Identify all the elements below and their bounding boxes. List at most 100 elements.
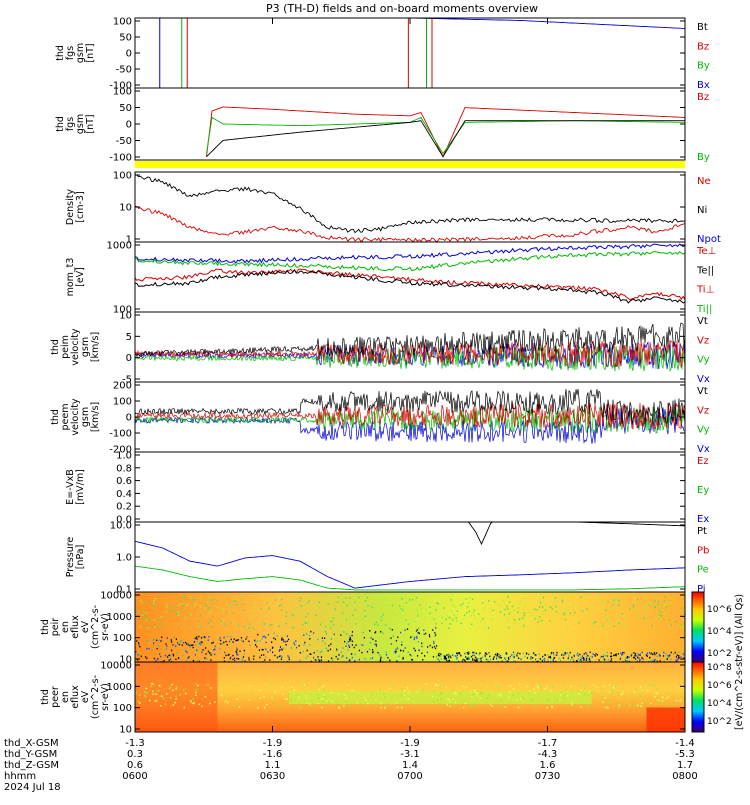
- spectrogram-pixel: [682, 653, 684, 655]
- spectrogram-pixel: [158, 645, 160, 647]
- spectrogram-pixel: [616, 606, 618, 609]
- spectrogram-pixel: [473, 703, 475, 706]
- spectrogram-pixel: [351, 602, 353, 605]
- spectrogram-pixel: [654, 606, 656, 609]
- spectrogram-pixel: [142, 618, 145, 620]
- spectrogram-pixel: [610, 658, 613, 660]
- spectrogram-pixel: [634, 658, 637, 660]
- spectrogram-pixel: [536, 685, 539, 687]
- spectrogram-pixel: [550, 653, 552, 655]
- spectrogram-pixel: [312, 656, 315, 659]
- spectrogram-pixel: [402, 609, 404, 612]
- spectrogram-pixel: [310, 700, 313, 702]
- spectrogram-pixel: [429, 612, 431, 615]
- spectrogram-pixel: [655, 692, 657, 694]
- y-tick-label: -100: [109, 81, 132, 92]
- spectrogram-pixel: [321, 637, 323, 639]
- spectrogram-pixel: [288, 657, 290, 659]
- legend-entry: Vz: [697, 405, 709, 416]
- spectrogram-pixel: [466, 651, 468, 654]
- spectrogram-pixel: [613, 654, 615, 657]
- spectrogram-pixel: [670, 651, 672, 654]
- spectrogram-pixel: [320, 656, 323, 658]
- spectrogram-pixel: [580, 706, 582, 708]
- spectrogram-pixel: [338, 707, 341, 709]
- legend-entry: Te||: [696, 265, 714, 276]
- spectrogram-pixel: [680, 607, 683, 609]
- spectrogram-pixel: [586, 608, 588, 610]
- spectrogram-pixel: [246, 636, 248, 638]
- spectrogram-pixel: [298, 644, 300, 647]
- spectrogram-pixel: [564, 609, 566, 612]
- spectrogram-pixel: [261, 607, 263, 609]
- legend-entry: Pe: [697, 565, 709, 576]
- spectrogram-pixel: [385, 653, 388, 656]
- spectrogram-pixel: [630, 655, 632, 657]
- spectrogram-pixel: [595, 653, 597, 655]
- spectrogram-pixel: [377, 651, 379, 654]
- spectrogram-pixel: [324, 625, 327, 628]
- spectrogram-pixel: [204, 657, 206, 659]
- spectrogram-pixel: [618, 691, 620, 694]
- spectrogram-pixel: [506, 605, 508, 608]
- y-tick-label: 0.1: [116, 585, 132, 596]
- spectrogram-pixel: [676, 698, 678, 700]
- spectrogram-pixel: [522, 697, 524, 699]
- spectrogram-pixel: [236, 604, 238, 606]
- spectrogram-pixel: [364, 658, 366, 660]
- spectrogram-pixel: [377, 690, 379, 693]
- spectrogram-pixel: [237, 624, 239, 626]
- y-axis-label-line: mom_t3: [65, 258, 76, 297]
- spectrogram-pixel: [353, 646, 355, 649]
- y-axis-label-line: [nPa]: [75, 545, 86, 570]
- spectrogram-pixel: [363, 636, 366, 639]
- spectrogram-pixel: [279, 646, 282, 648]
- spectrogram-pixel: [414, 636, 416, 639]
- spectrogram-pixel: [645, 616, 647, 618]
- spectrogram-pixel: [324, 637, 326, 639]
- spectrogram-pixel: [350, 622, 352, 625]
- spectrogram-pixel: [273, 699, 275, 701]
- spectrogram-pixel: [676, 659, 678, 661]
- spectrogram-pixel: [249, 685, 251, 688]
- spectrogram-pixel: [603, 685, 605, 688]
- spectrogram-pixel: [271, 621, 273, 623]
- spectrogram-pixel: [370, 637, 372, 639]
- spectrogram-pixel: [637, 652, 639, 655]
- spectrogram-pixel: [195, 603, 197, 605]
- spectrogram-pixel: [299, 605, 302, 607]
- spectrogram-pixel: [563, 654, 565, 657]
- spectrogram-pixel: [453, 691, 456, 694]
- spectrogram-pixel: [296, 609, 299, 612]
- spectrogram-pixel: [517, 606, 520, 609]
- series-line-000000: [134, 388, 686, 426]
- spectrogram-pixel: [516, 655, 518, 657]
- spectrogram-pixel: [382, 613, 385, 616]
- spectrogram-pixel: [153, 638, 155, 640]
- spectrogram-pixel: [411, 659, 414, 661]
- spectrogram-pixel: [208, 607, 210, 609]
- spectrogram-pixel: [595, 621, 597, 623]
- spectrogram-pixel: [166, 645, 168, 647]
- spectrogram-pixel: [656, 655, 658, 658]
- spectrogram-pixel: [418, 632, 421, 635]
- spectrogram-pixel: [226, 635, 229, 638]
- spectrogram-pixel: [526, 657, 529, 659]
- spectrogram-pixel: [680, 656, 682, 658]
- spectrogram-pixel: [658, 653, 661, 656]
- spectrogram-pixel: [262, 648, 264, 651]
- spectrogram-pixel: [391, 628, 393, 631]
- spectrogram-pixel: [320, 659, 322, 662]
- spectrogram-pixel: [606, 655, 609, 657]
- spectrogram-pixel: [173, 636, 175, 639]
- spectrogram-pixel: [680, 624, 682, 627]
- spectrogram-pixel: [380, 658, 382, 660]
- spectrogram-pixel: [154, 626, 156, 628]
- spectrogram-pixel: [209, 702, 211, 705]
- spectrogram-pixel: [395, 615, 397, 618]
- spectrogram-pixel: [363, 610, 366, 612]
- spectrogram-pixel: [266, 601, 268, 604]
- spectrogram-pixel: [159, 623, 161, 626]
